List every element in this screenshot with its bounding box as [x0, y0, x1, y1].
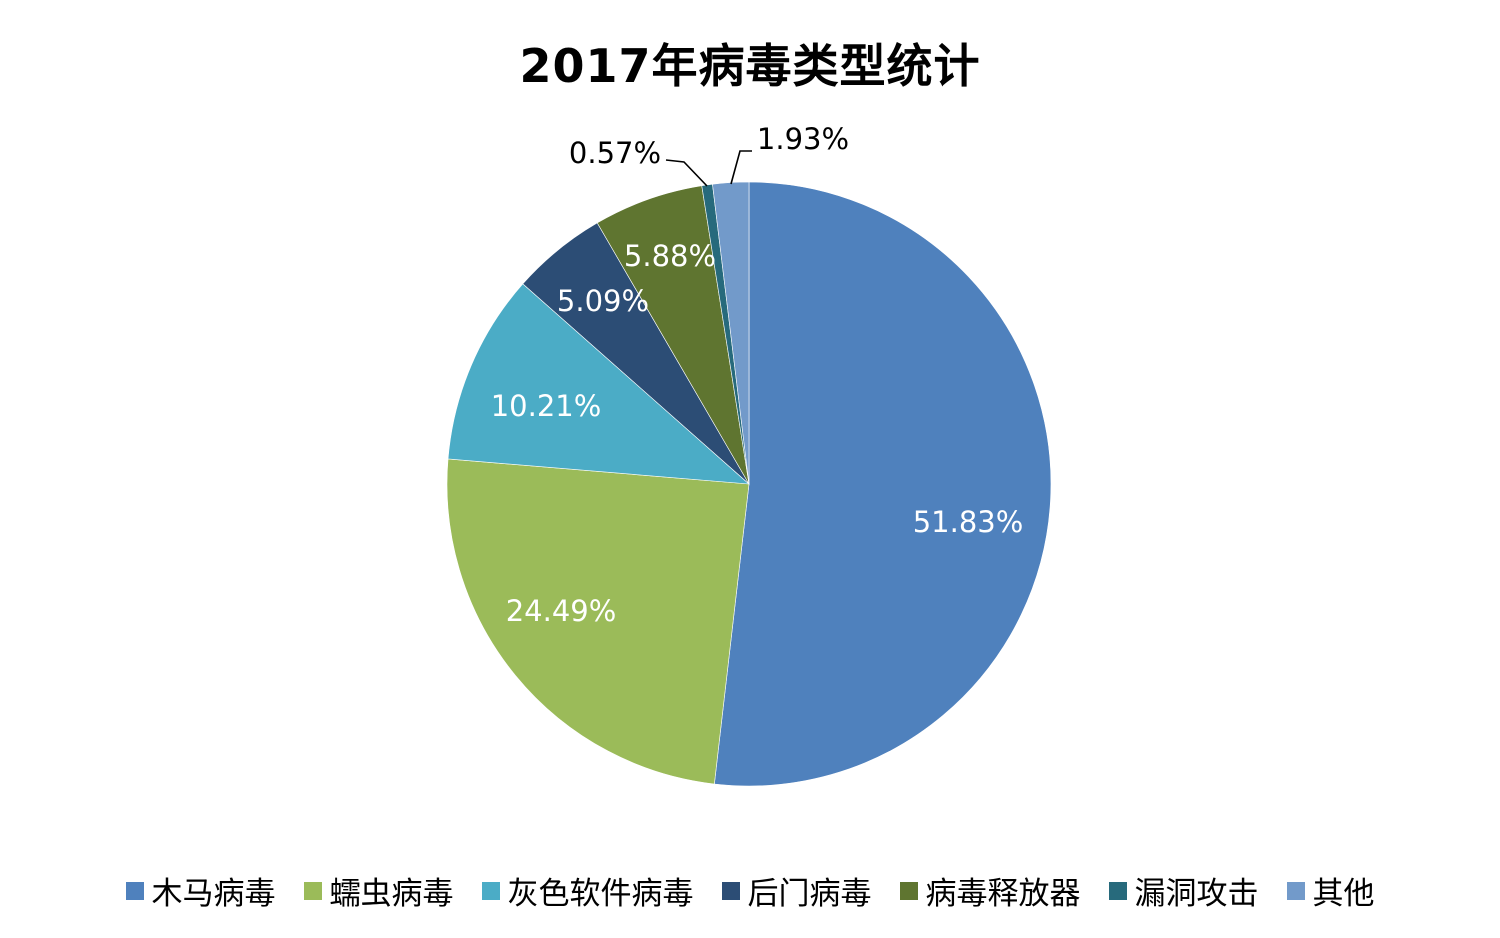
- legend-item-trojan: 木马病毒: [125, 868, 276, 913]
- legend-swatch-icon: [899, 881, 918, 900]
- legend-item-other: 其他: [1286, 868, 1375, 913]
- data-label-dropper: 5.88%: [624, 239, 716, 273]
- chart-legend: 木马病毒 蠕虫病毒 灰色软件病毒 后门病毒 病毒释放器 漏洞攻击 其他: [0, 868, 1500, 913]
- data-label-worm: 24.49%: [506, 594, 617, 628]
- legend-swatch-icon: [721, 881, 740, 900]
- data-label-other: 1.93%: [757, 122, 849, 156]
- legend-item-dropper: 病毒释放器: [899, 868, 1081, 913]
- legend-item-exploit: 漏洞攻击: [1108, 868, 1259, 913]
- pie-slice-worm: [446, 458, 750, 785]
- data-label-grayware: 10.21%: [491, 389, 602, 423]
- legend-label: 病毒释放器: [925, 876, 1081, 912]
- legend-swatch-icon: [481, 881, 500, 900]
- data-label-exploit: 0.57%: [569, 136, 661, 170]
- legend-item-worm: 蠕虫病毒: [303, 868, 454, 913]
- legend-item-grayware: 灰色软件病毒: [481, 868, 694, 913]
- data-label-trojan: 51.83%: [913, 505, 1024, 539]
- legend-label: 其他: [1312, 876, 1375, 912]
- legend-label: 漏洞攻击: [1134, 876, 1259, 912]
- pie-slice-grayware: [447, 283, 750, 485]
- legend-label: 木马病毒: [151, 876, 276, 912]
- leader-line: [665, 159, 708, 187]
- data-label-backdoor: 5.09%: [557, 284, 649, 318]
- pie-slice-trojan: [714, 181, 1052, 787]
- legend-label: 灰色软件病毒: [507, 876, 694, 912]
- legend-swatch-icon: [1108, 881, 1127, 900]
- legend-swatch-icon: [125, 881, 144, 900]
- leader-line: [730, 150, 752, 185]
- legend-item-backdoor: 后门病毒: [721, 868, 872, 913]
- legend-label: 蠕虫病毒: [329, 876, 454, 912]
- chart-title: 2017年病毒类型统计: [519, 39, 981, 93]
- legend-swatch-icon: [1286, 881, 1305, 900]
- legend-label: 后门病毒: [747, 876, 872, 912]
- legend-swatch-icon: [303, 881, 322, 900]
